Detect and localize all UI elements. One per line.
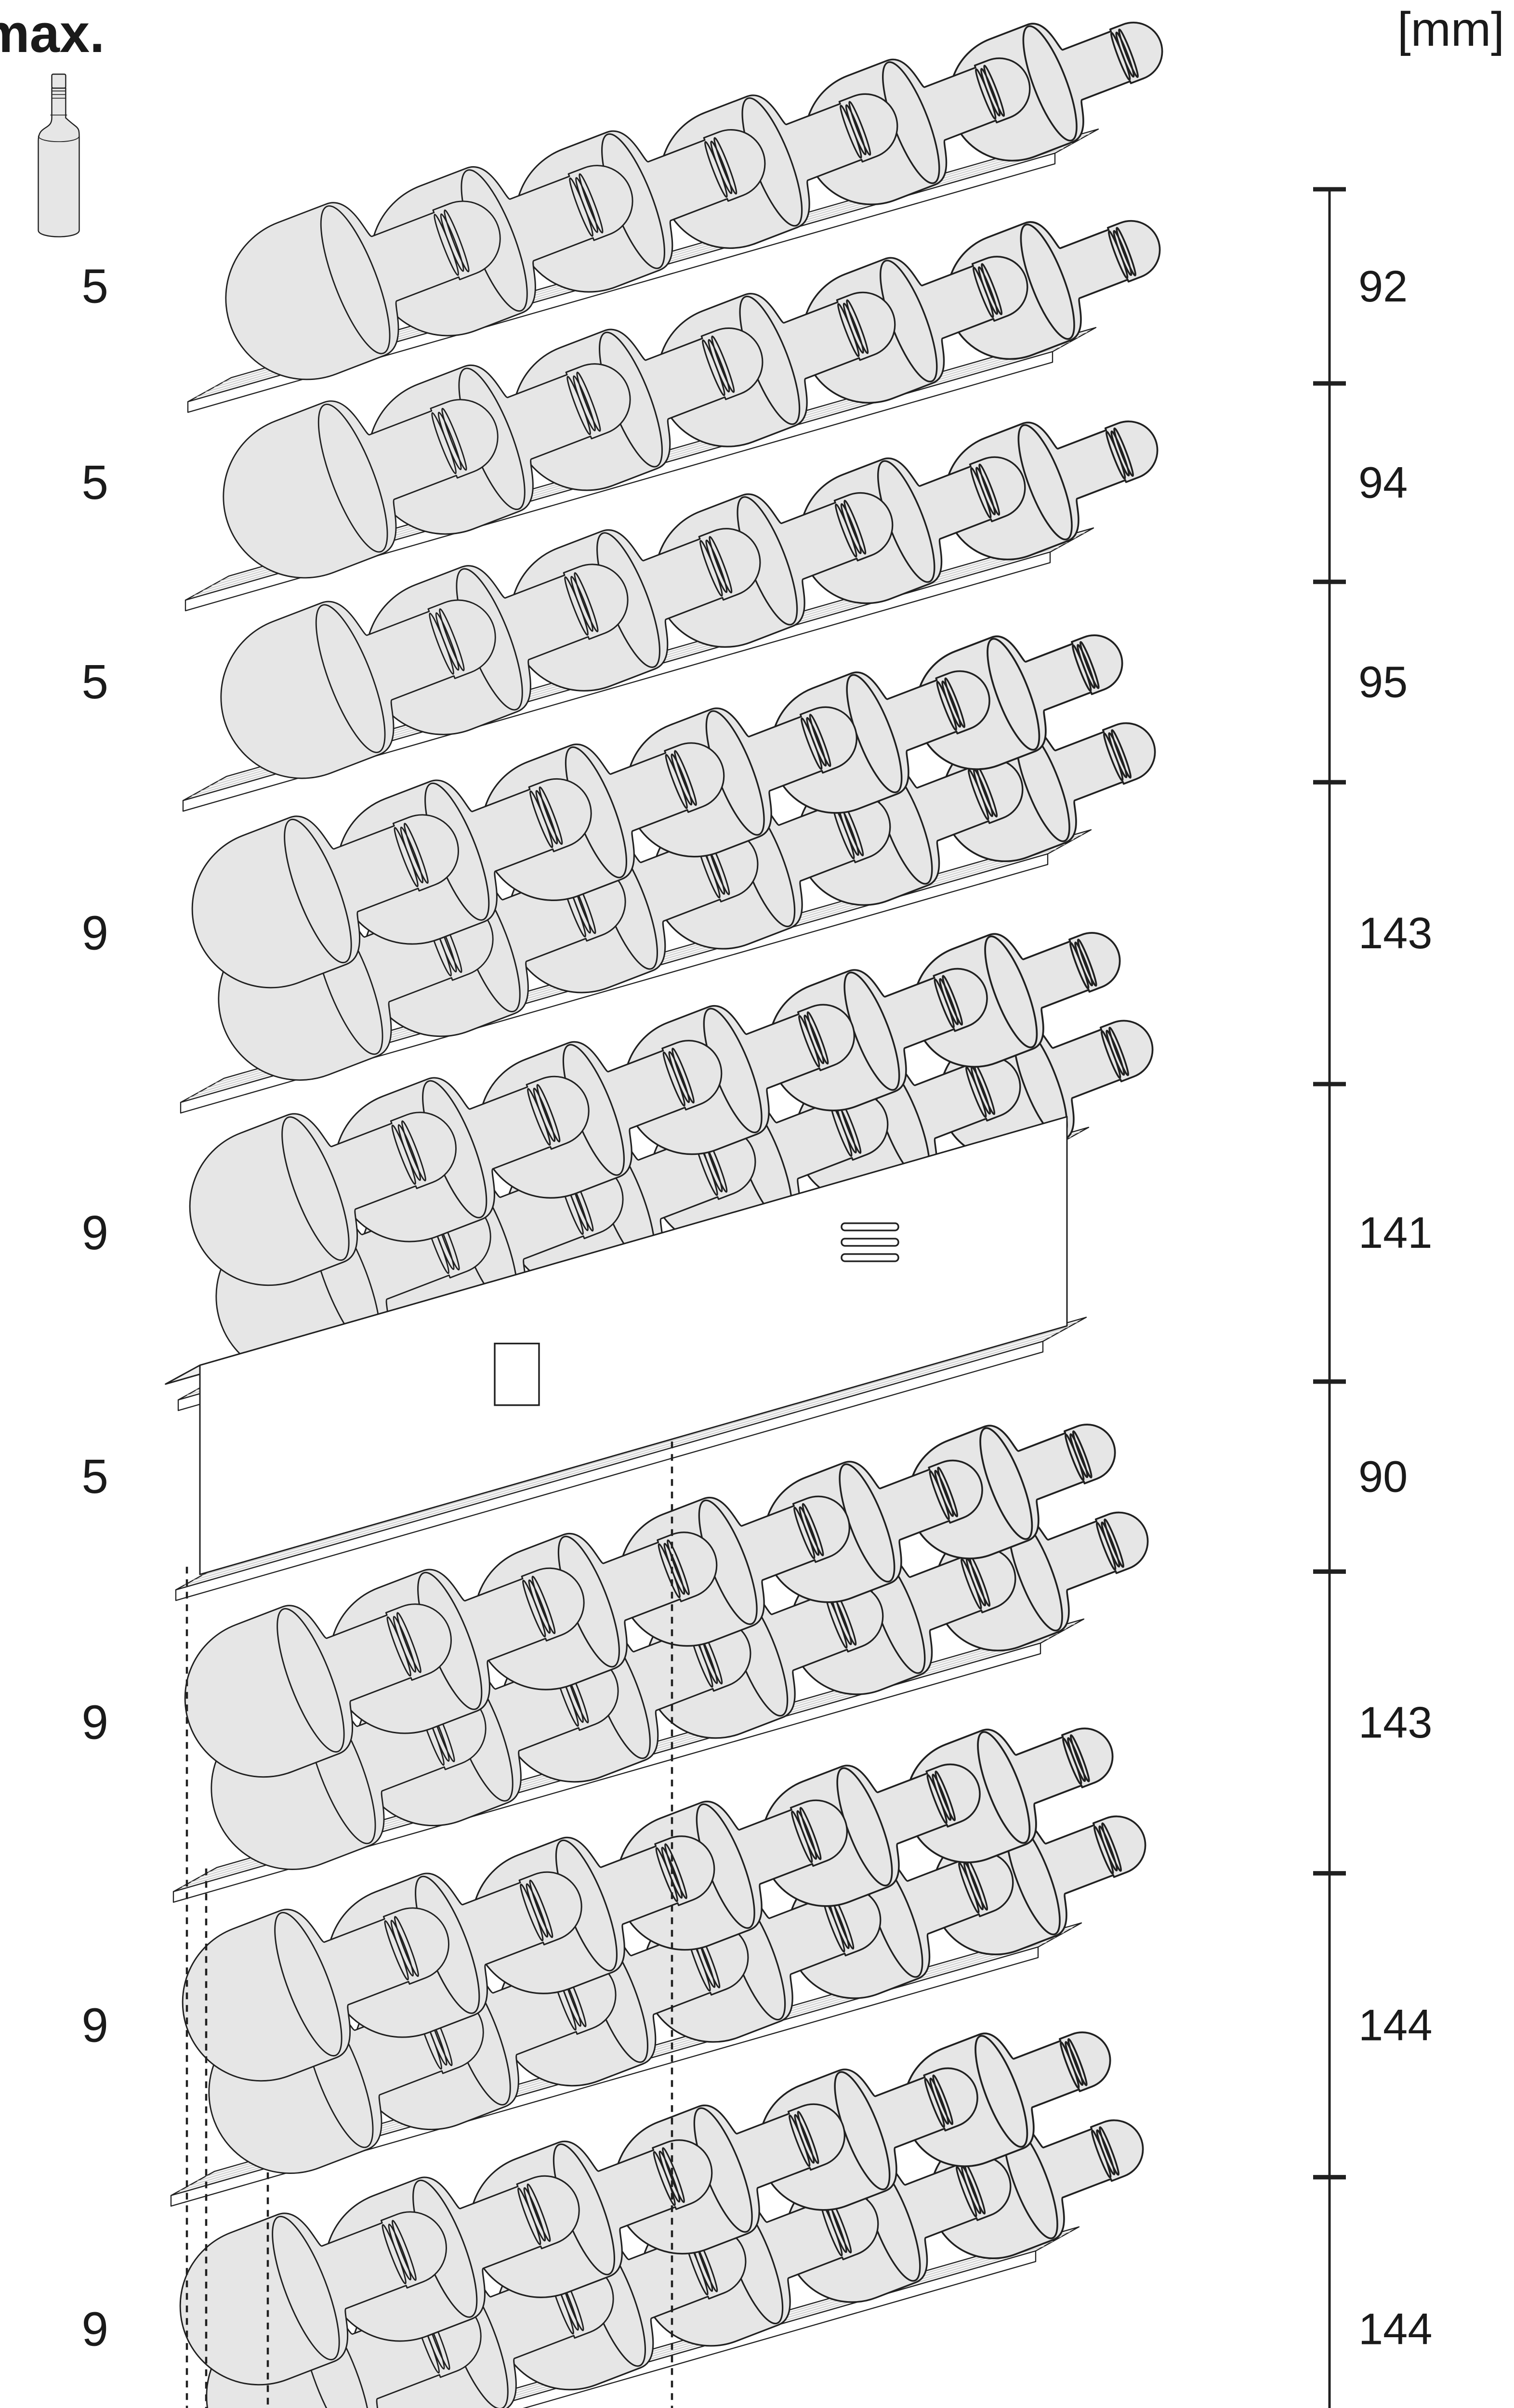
svg-text:9: 9 [81,1206,108,1260]
svg-text:144: 144 [1358,2305,1433,2354]
svg-text:95: 95 [1358,658,1408,707]
svg-text:9: 9 [81,2302,108,2356]
svg-text:9: 9 [81,1696,108,1750]
svg-text:141: 141 [1358,1208,1433,1257]
svg-text:143: 143 [1358,909,1433,958]
svg-text:143: 143 [1358,1698,1433,1747]
svg-text:9: 9 [81,1998,108,2052]
svg-text:9: 9 [81,906,108,960]
svg-text:5: 5 [81,260,108,314]
svg-text:[mm]: [mm] [1397,2,1504,56]
svg-text:max.: max. [0,3,105,64]
svg-text:94: 94 [1358,458,1408,507]
svg-text:90: 90 [1358,1452,1408,1501]
svg-text:5: 5 [81,1450,108,1504]
svg-text:5: 5 [81,456,108,510]
svg-text:92: 92 [1358,262,1408,311]
svg-text:144: 144 [1358,2001,1433,2050]
svg-text:5: 5 [81,655,108,709]
